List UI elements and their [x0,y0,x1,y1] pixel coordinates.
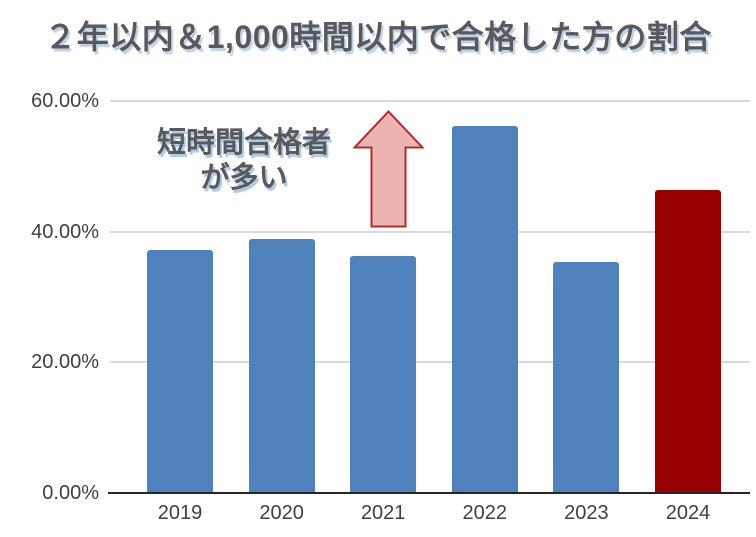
x-tick-label-2019: 2019 [157,502,203,524]
gridline-60 [110,100,750,102]
annotation-line-1: 短時間合格者 [156,127,331,159]
y-tick-label-40: 40.00% [31,220,99,243]
bar-2024 [655,189,721,493]
chart-title: ２年以内＆1,000時間以内で合格した方の割合 [44,19,712,55]
x-tick-label-2020: 2020 [259,502,304,524]
annotation-line-2: が多い [200,162,288,194]
y-tick-label-0: 0.00% [42,482,99,504]
block-up-arrow-icon [353,110,424,228]
bar-2022 [451,126,518,493]
bar-2020 [248,238,315,493]
bar-2023 [553,262,620,493]
x-tick-label-2022: 2022 [462,502,508,524]
x-tick-label-2024: 2024 [665,502,711,524]
y-tick-label-20: 20.00% [31,351,99,374]
gridline-20 [110,361,750,364]
x-axis-line [108,492,750,494]
bar-2019 [147,249,213,493]
annotation-text: 短時間合格者 が多い [126,126,362,196]
x-tick-label-2021: 2021 [360,502,406,524]
block-up-arrow-shape [353,110,424,228]
gridline-40 [110,230,750,233]
bar-2021 [350,256,417,493]
y-tick-label-60: 60.00% [31,90,99,112]
x-tick-label-2023: 2023 [564,502,609,524]
